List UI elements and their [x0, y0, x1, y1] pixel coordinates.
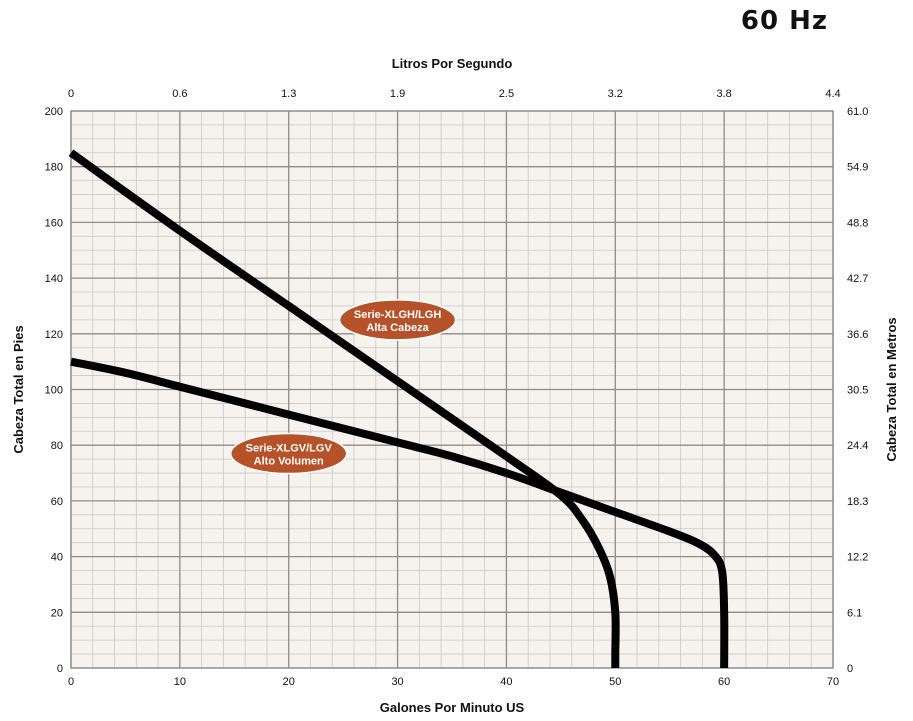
y2-tick-label: 0: [847, 663, 853, 675]
right-axis-title: Cabeza Total en Metros: [884, 317, 899, 461]
x2-tick-label: 4.4: [825, 88, 840, 100]
plot-border: [70, 110, 834, 669]
y-tick-label: 180: [45, 162, 63, 174]
x2-tick-label: 3.2: [608, 88, 623, 100]
y-tick-label: 140: [45, 273, 63, 285]
y-tick-label: 160: [45, 217, 63, 229]
y2-tick-label: 61.0: [847, 106, 868, 118]
x2-tick-label: 0.6: [172, 88, 187, 100]
y2-tick-label: 42.7: [847, 273, 868, 285]
y2-tick-label: 12.2: [847, 552, 868, 564]
x2-tick-label: 1.9: [390, 88, 405, 100]
x-tick-label: 40: [500, 676, 512, 688]
series-label-text: Alta Cabeza: [366, 322, 429, 334]
series-label-text: Serie-XLGH/LGH: [354, 309, 441, 321]
frequency-label: 60 Hz: [740, 6, 828, 36]
x-tick-label: 50: [609, 676, 621, 688]
x2-tick-label: 0: [68, 88, 74, 100]
y-axis-title: Cabeza Total en Pies: [11, 325, 26, 453]
x-tick-label: 20: [283, 676, 295, 688]
series-label-badge: [338, 299, 457, 341]
y-tick-label: 120: [45, 329, 63, 341]
y-tick-label: 40: [51, 552, 63, 564]
x2-tick-label: 3.8: [716, 88, 731, 100]
y-tick-label: 200: [45, 106, 63, 118]
performance-curves: [68, 149, 729, 669]
x-axis-title: Galones Por Minuto US: [380, 700, 525, 715]
series-label-text: Alto Volumen: [254, 456, 324, 468]
top-axis-title: Litros Por Segundo: [392, 56, 513, 71]
x2-tick-label: 1.3: [281, 88, 296, 100]
series-label-badge: [229, 432, 348, 475]
major-gridlines: [70, 110, 834, 669]
x2-tick-label: 2.5: [499, 88, 514, 100]
x-tick-label: 30: [391, 676, 403, 688]
y-tick-label: 60: [51, 496, 63, 508]
y2-tick-label: 18.3: [847, 496, 868, 508]
x-tick-label: 0: [68, 676, 74, 688]
y2-tick-label: 24.4: [847, 440, 868, 452]
series-line-1: [70, 357, 729, 669]
tick-labels: 0 10 20 30 40 50 60 70 0 0.6 1.3 1.9 2.5 3.2 3.8 4.4 0 20…: [45, 88, 869, 688]
y-tick-label: 20: [51, 607, 63, 619]
x-tick-label: 70: [827, 676, 839, 688]
y2-tick-label: 6.1: [847, 607, 862, 619]
y2-tick-label: 48.8: [847, 217, 868, 229]
y-tick-label: 100: [45, 385, 63, 397]
y-tick-label: 0: [57, 663, 63, 675]
y-tick-label: 80: [51, 440, 63, 452]
y2-tick-label: 36.6: [847, 329, 868, 341]
y2-tick-label: 30.5: [847, 385, 868, 397]
series-label-text: Serie-XLGV/LGV: [246, 443, 333, 455]
x-tick-label: 10: [174, 676, 186, 688]
x-tick-label: 60: [718, 676, 730, 688]
y2-tick-label: 54.9: [847, 162, 868, 174]
